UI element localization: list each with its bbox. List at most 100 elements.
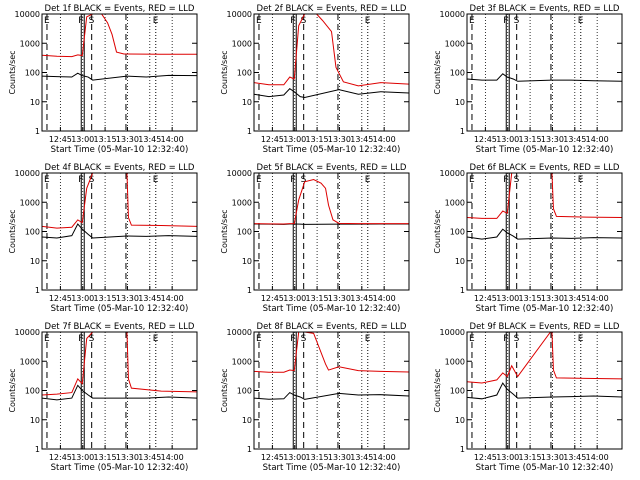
x-axis-label: Start Time (05-Mar-10 12:32:40) — [51, 463, 189, 473]
y-tick-label: 10 — [30, 257, 40, 266]
x-tick-label: 13:30 — [328, 294, 351, 303]
y-axis-label: Counts/sec — [220, 368, 229, 412]
x-tick-label: 14:00 — [586, 294, 609, 303]
y-tick-label: 1000 — [445, 357, 465, 366]
x-tick-label: 12:45 — [474, 453, 497, 462]
x-tick-label: 13:15 — [519, 294, 542, 303]
y-tick-label: 10000 — [227, 10, 252, 19]
marker-label: F — [503, 334, 508, 344]
plot-frame — [466, 13, 623, 132]
x-tick-label: 13:15 — [94, 453, 117, 462]
y-tick-label: 10000 — [440, 169, 465, 178]
y-tick-label: 100 — [450, 228, 465, 237]
x-tick-label: 12:45 — [261, 294, 284, 303]
marker-label: S — [301, 334, 307, 344]
x-tick-label: 13:45 — [563, 135, 586, 144]
x-tick-label: 14:00 — [373, 135, 396, 144]
plot-frame — [41, 331, 198, 450]
y-tick-label: 1 — [460, 286, 465, 295]
x-axis-label: Start Time (05-Mar-10 12:32:40) — [263, 145, 401, 155]
plot-frame — [41, 13, 198, 132]
series-line — [41, 331, 198, 396]
x-tick-label: 13:00 — [283, 135, 306, 144]
marker-label: S — [514, 334, 520, 344]
x-tick-label: 13:00 — [71, 294, 94, 303]
y-tick-label: 1 — [247, 286, 252, 295]
series-line — [253, 391, 410, 400]
marker-label: E — [578, 175, 584, 185]
plot-frame — [466, 331, 623, 450]
x-tick-label: 13:30 — [328, 453, 351, 462]
x-tick-label: 14:00 — [161, 135, 184, 144]
marker-label: F — [503, 16, 508, 26]
panel-det-7: Det 7f BLACK = Events, RED = LLD E F S E 1 10 1… — [8, 322, 198, 473]
marker-label: E — [256, 334, 262, 344]
x-tick-label: 14:00 — [586, 453, 609, 462]
x-axis-label: Start Time (05-Mar-10 12:32:40) — [476, 463, 614, 473]
y-tick-label: 10000 — [15, 328, 40, 337]
panel-title: Det 1f BLACK = Events, RED = LLD — [45, 4, 195, 14]
marker-label: S — [89, 175, 95, 185]
y-tick-label: 10 — [455, 257, 465, 266]
x-axis-label: Start Time (05-Mar-10 12:32:40) — [51, 304, 189, 314]
x-tick-label: 13:00 — [496, 294, 519, 303]
marker-label: E — [365, 16, 371, 26]
y-tick-label: 1000 — [20, 198, 40, 207]
y-axis-label: Counts/sec — [433, 209, 442, 253]
y-tick-label: 10000 — [227, 169, 252, 178]
y-tick-label: 10 — [242, 257, 252, 266]
x-tick-label: 13:00 — [496, 135, 519, 144]
series-line — [466, 73, 623, 82]
y-axis-label: Counts/sec — [8, 209, 17, 253]
x-tick-label: 13:00 — [496, 453, 519, 462]
y-tick-label: 1 — [35, 127, 40, 136]
y-tick-label: 1 — [247, 445, 252, 454]
x-tick-label: 13:15 — [94, 294, 117, 303]
x-tick-label: 14:00 — [161, 294, 184, 303]
series-line — [41, 172, 198, 229]
panel-det-2: Det 2f BLACK = Events, RED = LLD E F S E 1 10 1… — [220, 4, 410, 155]
series-line — [41, 72, 198, 81]
series-line — [253, 331, 410, 373]
x-tick-label: 13:30 — [116, 453, 139, 462]
panel-title: Det 5f BLACK = Events, RED = LLD — [257, 163, 407, 173]
y-tick-label: 1000 — [232, 39, 252, 48]
marker-label: E — [153, 334, 159, 344]
x-axis-label: Start Time (05-Mar-10 12:32:40) — [51, 145, 189, 155]
marker-label: F — [503, 175, 508, 185]
y-tick-label: 10000 — [440, 328, 465, 337]
panel-title: Det 9f BLACK = Events, RED = LLD — [470, 322, 620, 332]
x-tick-label: 13:30 — [541, 135, 564, 144]
series-line — [466, 172, 623, 219]
x-tick-label: 12:45 — [261, 135, 284, 144]
plot-frame — [253, 331, 410, 450]
y-tick-label: 100 — [450, 69, 465, 78]
panel-title: Det 8f BLACK = Events, RED = LLD — [257, 322, 407, 332]
series-line — [41, 384, 198, 401]
y-tick-label: 10000 — [15, 169, 40, 178]
panel-title: Det 7f BLACK = Events, RED = LLD — [45, 322, 195, 332]
x-axis-label: Start Time (05-Mar-10 12:32:40) — [263, 304, 401, 314]
x-tick-label: 13:00 — [283, 453, 306, 462]
panel-det-6: Det 6f BLACK = Events, RED = LLD E F S E 1 10 1… — [433, 163, 623, 314]
x-axis-label: Start Time (05-Mar-10 12:32:40) — [476, 145, 614, 155]
x-tick-label: 13:15 — [306, 294, 329, 303]
panel-det-3: Det 3f BLACK = Events, RED = LLD E F S E 1 10 1… — [433, 4, 623, 155]
y-tick-label: 100 — [25, 228, 40, 237]
y-tick-label: 10 — [242, 416, 252, 425]
x-tick-label: 12:45 — [474, 294, 497, 303]
panel-title: Det 2f BLACK = Events, RED = LLD — [257, 4, 407, 14]
y-tick-label: 1000 — [445, 39, 465, 48]
y-tick-label: 100 — [25, 69, 40, 78]
y-tick-label: 1 — [35, 286, 40, 295]
series-line — [466, 331, 623, 384]
marker-label: E — [578, 334, 584, 344]
x-tick-label: 13:45 — [350, 294, 373, 303]
marker-label: E — [44, 16, 50, 26]
x-tick-label: 13:00 — [71, 135, 94, 144]
x-tick-label: 14:00 — [161, 453, 184, 462]
marker-label: E — [469, 175, 475, 185]
marker-label: E — [469, 334, 475, 344]
y-tick-label: 1000 — [232, 357, 252, 366]
